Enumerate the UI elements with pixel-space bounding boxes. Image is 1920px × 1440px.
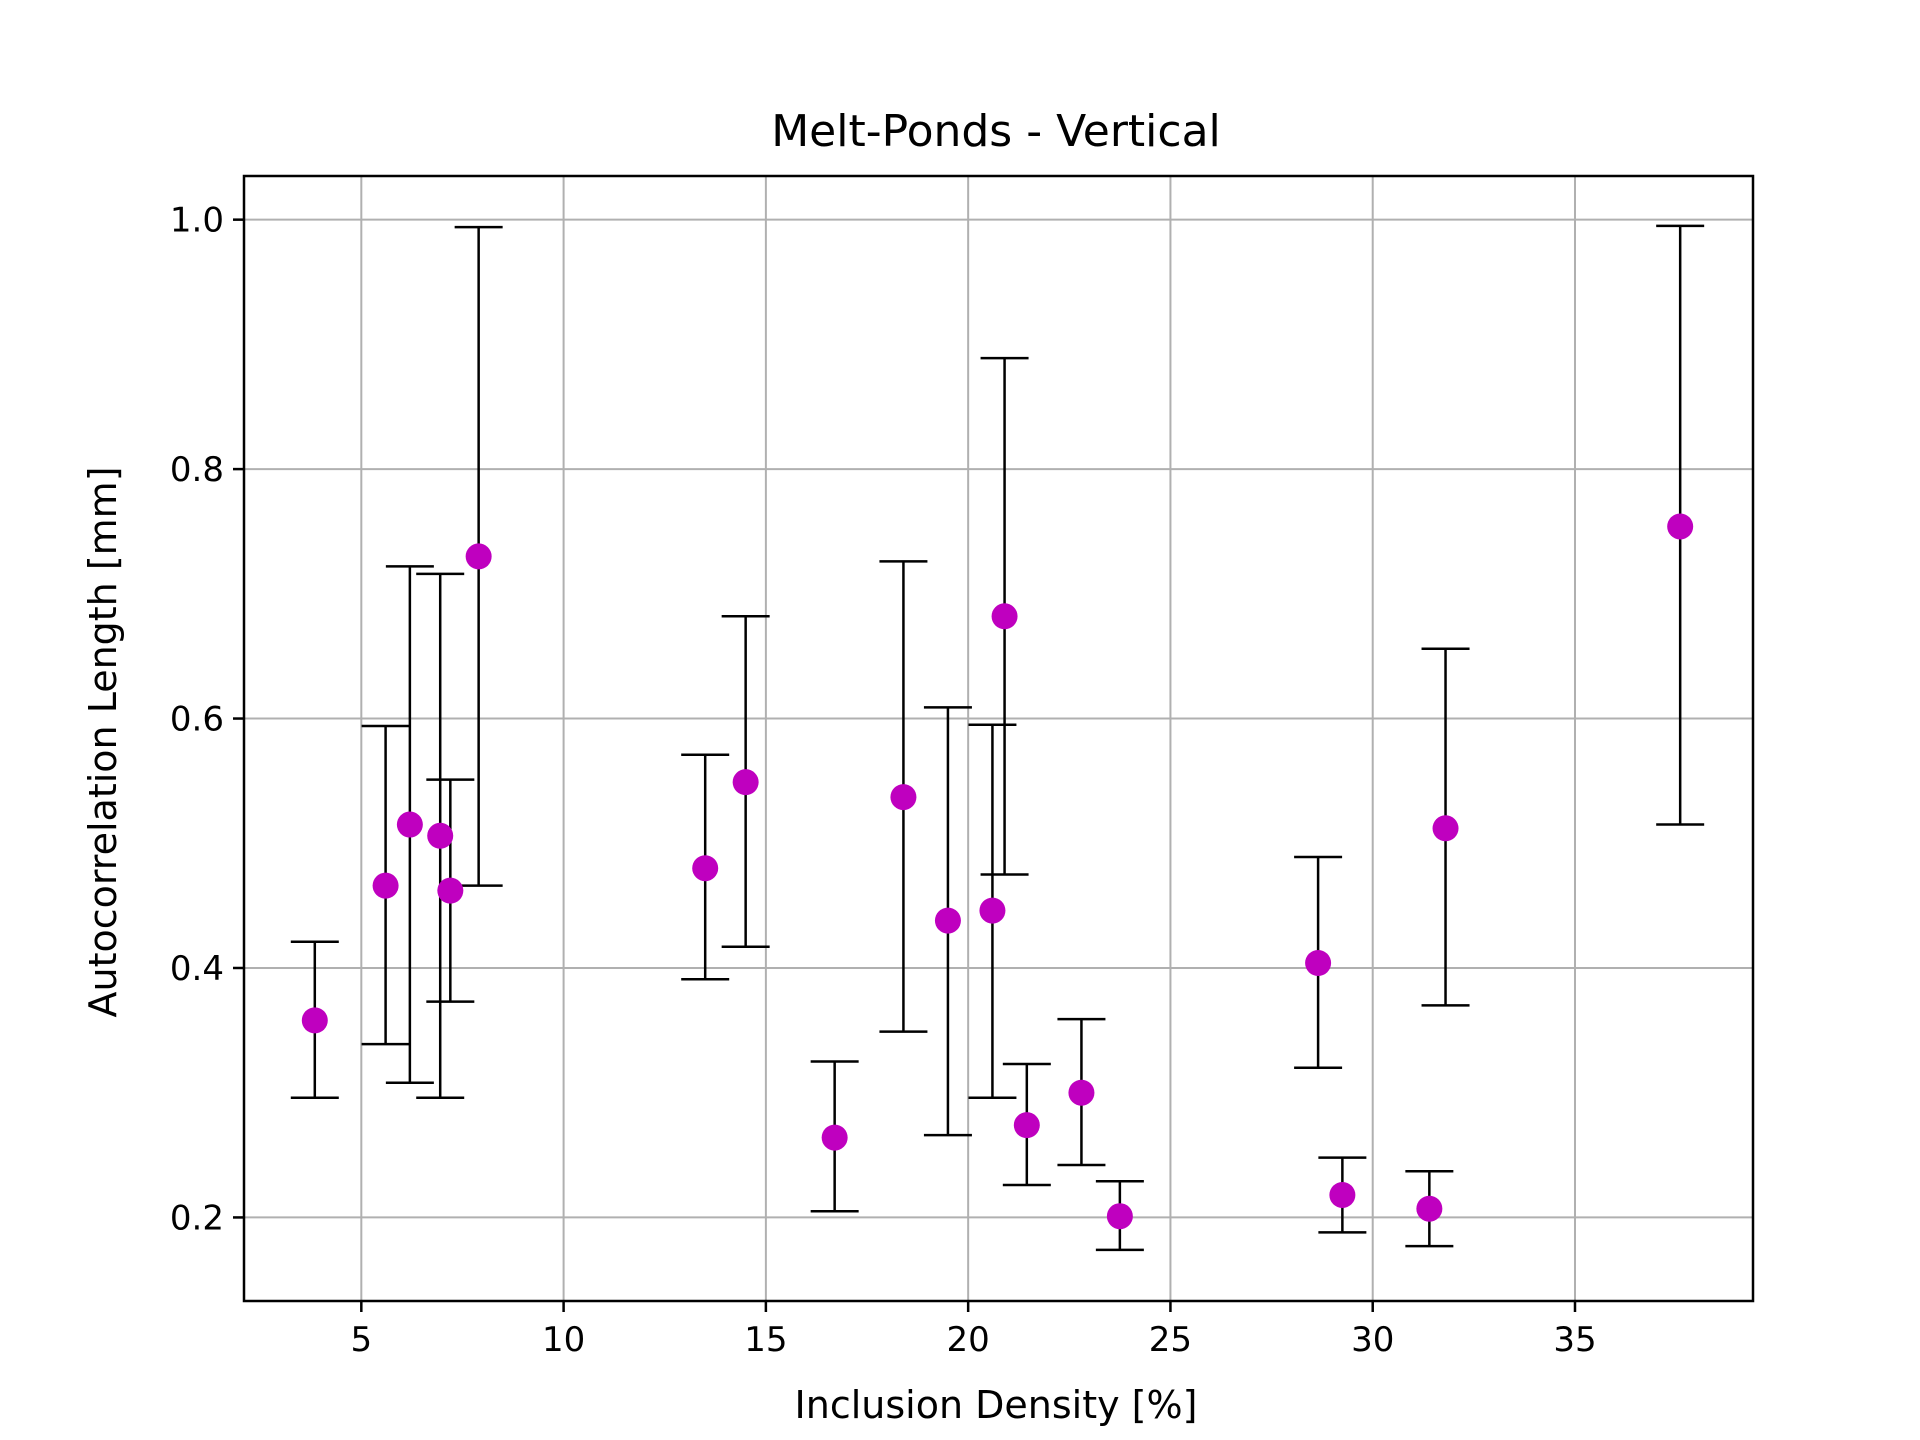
plot-frame: [242, 174, 1755, 1303]
data-point: [372, 872, 399, 899]
data-point: [301, 1007, 328, 1034]
y-tick-label: 0.8: [170, 450, 224, 490]
axis-ticks: 5 10 15 20 25 30 35 0.2 0.4 0.6 0.8 1.0: [170, 201, 1597, 1360]
x-tick-label: 15: [744, 1320, 787, 1360]
grid-lines: [244, 176, 1753, 1301]
x-tick-label: 30: [1351, 1320, 1394, 1360]
data-point: [437, 877, 464, 904]
data-point: [890, 784, 917, 811]
x-tick-label: 5: [351, 1320, 373, 1360]
y-tick-label: 0.6: [170, 700, 224, 740]
y-tick-label: 0.4: [170, 949, 224, 989]
data-point: [1667, 513, 1694, 540]
data-point: [821, 1124, 848, 1151]
data-point: [1106, 1203, 1133, 1230]
data-point: [427, 822, 454, 849]
data-point: [1329, 1181, 1356, 1208]
x-axis-label: Inclusion Density [%]: [795, 1383, 1198, 1427]
data-points: [301, 513, 1694, 1230]
data-point: [732, 769, 759, 796]
data-point: [1013, 1112, 1040, 1139]
data-point: [396, 811, 423, 838]
data-point: [1068, 1079, 1095, 1106]
x-tick-label: 35: [1553, 1320, 1596, 1360]
data-point: [465, 543, 492, 570]
data-point: [1416, 1195, 1443, 1222]
data-point: [692, 855, 719, 882]
data-point: [979, 897, 1006, 924]
data-point: [934, 907, 961, 934]
data-point: [991, 603, 1018, 630]
y-tick-label: 0.2: [170, 1198, 224, 1238]
chart-title: Melt-Ponds - Vertical: [771, 106, 1221, 157]
x-tick-label: 25: [1149, 1320, 1192, 1360]
y-axis-label: Autocorrelation Length [mm]: [81, 466, 125, 1017]
x-tick-label: 20: [947, 1320, 990, 1360]
data-point: [1305, 950, 1332, 977]
y-tick-label: 1.0: [170, 201, 224, 241]
x-tick-label: 10: [542, 1320, 585, 1360]
data-point: [1432, 815, 1459, 842]
